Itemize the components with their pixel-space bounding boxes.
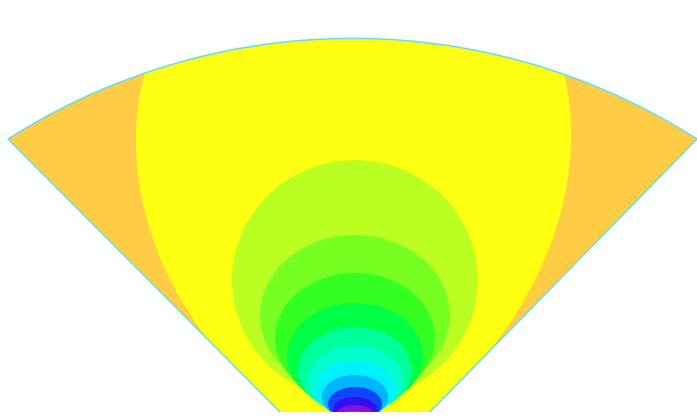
- contour-band-violet: [337, 405, 373, 413]
- fan-outline: [6, 37, 697, 413]
